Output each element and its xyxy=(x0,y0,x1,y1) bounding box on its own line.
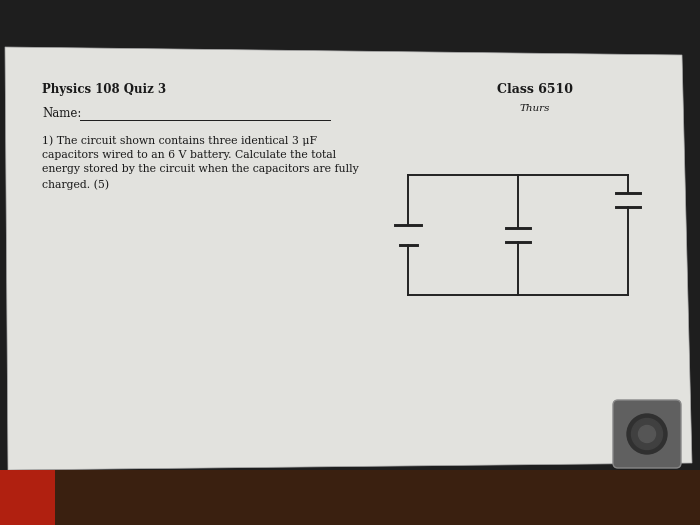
Text: Class 6510: Class 6510 xyxy=(497,83,573,96)
Text: Thurs: Thurs xyxy=(519,104,550,113)
Text: Physics 108 Quiz 3: Physics 108 Quiz 3 xyxy=(42,83,166,96)
FancyBboxPatch shape xyxy=(613,400,681,468)
Circle shape xyxy=(638,425,655,443)
Polygon shape xyxy=(0,470,700,525)
Polygon shape xyxy=(5,47,692,470)
Circle shape xyxy=(631,418,662,449)
Circle shape xyxy=(627,414,667,454)
Text: Name:: Name: xyxy=(42,107,81,120)
Polygon shape xyxy=(0,470,55,525)
Text: 1) The circuit shown contains three identical 3 μF
capacitors wired to an 6 V ba: 1) The circuit shown contains three iden… xyxy=(42,135,358,190)
